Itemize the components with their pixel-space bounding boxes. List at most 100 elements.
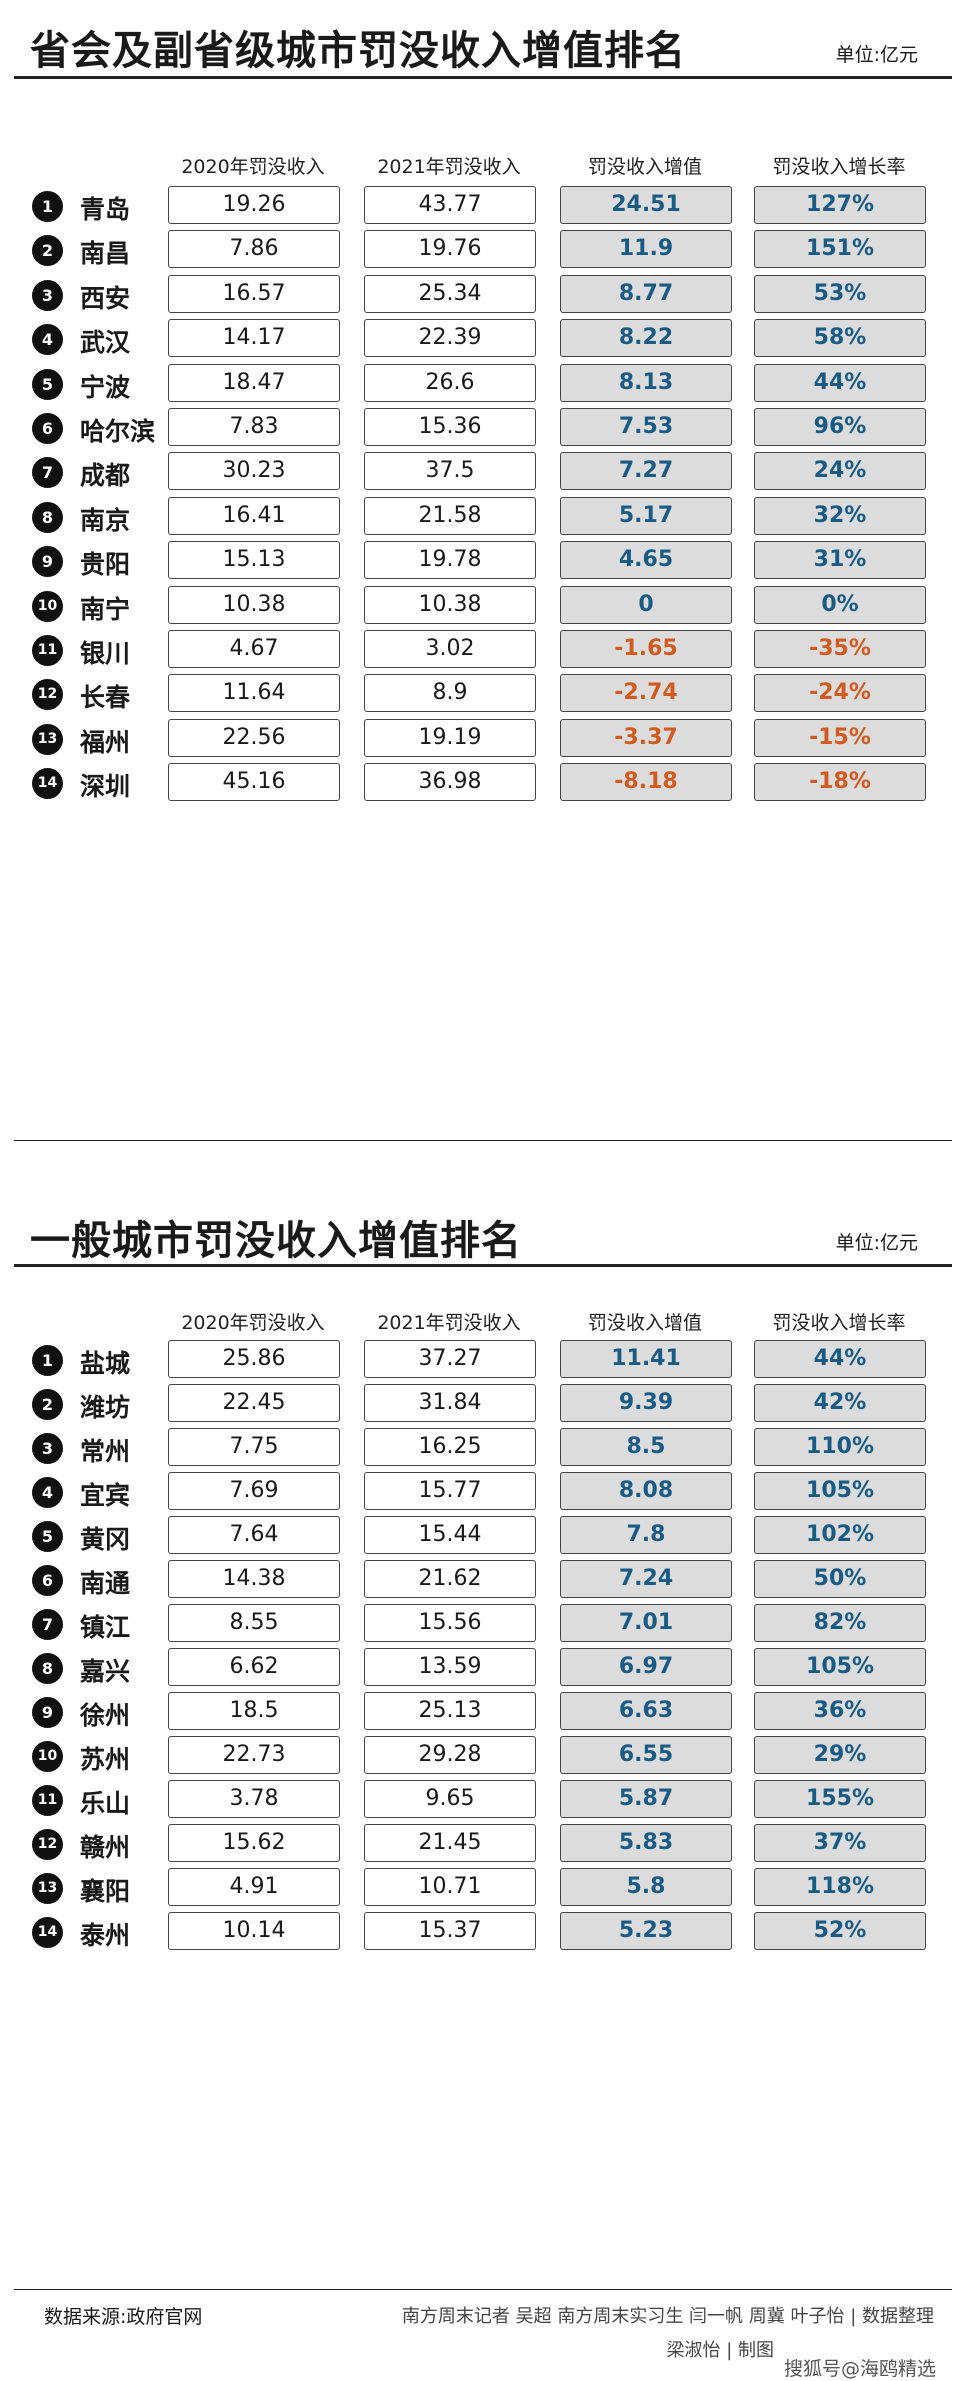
- value-2020: 18.47: [168, 363, 340, 402]
- city-name: 常州: [80, 1437, 131, 1466]
- value-2020: 4.67: [168, 630, 340, 668]
- value-increase: 6.97: [560, 1648, 732, 1686]
- value-increase: 6.63: [560, 1692, 732, 1730]
- col-header-increase: 罚没收入增值: [587, 1312, 702, 1334]
- value-2021: 15.44: [364, 1516, 536, 1554]
- value-increase: 7.24: [560, 1560, 732, 1598]
- value-rate: -15%: [754, 718, 926, 757]
- value-2020: 19.26: [168, 186, 340, 224]
- value-2021: 10.38: [364, 585, 536, 624]
- rank-badge: 9: [32, 546, 63, 578]
- value-2020: 30.23: [168, 452, 340, 491]
- value-rate: -18%: [754, 763, 926, 802]
- rank-badge: 14: [32, 768, 63, 800]
- rank-badge: 3: [32, 279, 63, 311]
- value-increase: 8.13: [560, 363, 732, 402]
- rank-badge: 12: [32, 679, 63, 711]
- watermark: 搜狐号@海鸥精选: [783, 2358, 936, 2380]
- rank-badge: 4: [32, 324, 63, 356]
- city-name: 南昌: [80, 239, 131, 269]
- value-increase: -2.74: [560, 674, 732, 713]
- value-2021: 22.39: [364, 319, 536, 358]
- value-rate: 82%: [754, 1604, 926, 1642]
- table-row: 3 西安 16.57 25.34 8.77 53%: [0, 273, 960, 317]
- rank-badge: 5: [32, 1521, 63, 1552]
- city-name: 南京: [80, 505, 131, 535]
- value-rate: 50%: [754, 1560, 926, 1598]
- value-2020: 45.16: [168, 763, 340, 802]
- value-increase: 8.77: [560, 274, 732, 313]
- table-row: 8 南京 16.41 21.58 5.17 32%: [0, 495, 960, 539]
- value-2020: 22.73: [168, 1736, 340, 1774]
- city-name: 襄阳: [80, 1877, 131, 1906]
- value-increase: 5.87: [560, 1780, 732, 1818]
- value-increase: 6.55: [560, 1736, 732, 1774]
- value-increase: 24.51: [560, 186, 732, 224]
- section-title: 一般城市罚没收入增值排名: [30, 1218, 522, 1264]
- city-name: 武汉: [80, 328, 131, 358]
- value-increase: 4.65: [560, 541, 732, 580]
- value-rate: 44%: [754, 363, 926, 402]
- rank-badge: 1: [32, 1345, 63, 1376]
- value-rate: 105%: [754, 1472, 926, 1510]
- city-name: 潍坊: [80, 1393, 131, 1422]
- value-increase: -1.65: [560, 630, 732, 668]
- value-increase: 5.23: [560, 1912, 732, 1950]
- value-2020: 25.86: [168, 1340, 340, 1378]
- table-row: 11 乐山 3.78 9.65 5.87 155%: [0, 1778, 960, 1822]
- value-increase: 9.39: [560, 1384, 732, 1422]
- value-rate: 151%: [754, 230, 926, 269]
- value-2021: 19.19: [364, 718, 536, 757]
- value-2021: 3.02: [364, 630, 536, 668]
- city-name: 镇江: [80, 1613, 131, 1642]
- value-rate: -24%: [754, 674, 926, 713]
- rank-badge: 5: [32, 368, 63, 400]
- col-header-rate: 罚没收入增长率: [772, 156, 906, 178]
- value-2020: 4.91: [168, 1868, 340, 1906]
- title-rule: [14, 76, 952, 79]
- value-increase: 7.01: [560, 1604, 732, 1642]
- value-increase: 7.8: [560, 1516, 732, 1554]
- value-2021: 19.78: [364, 541, 536, 580]
- value-2020: 3.78: [168, 1780, 340, 1818]
- value-2021: 10.71: [364, 1868, 536, 1906]
- city-name: 成都: [80, 461, 131, 491]
- unit-label: 单位:亿元: [835, 44, 918, 66]
- table-row: 14 深圳 45.16 36.98 -8.18 -18%: [0, 761, 960, 805]
- value-increase: 11.41: [560, 1340, 732, 1378]
- unit-label: 单位:亿元: [835, 1232, 918, 1254]
- value-2020: 15.62: [168, 1824, 340, 1862]
- value-rate: 53%: [754, 274, 926, 313]
- city-name: 嘉兴: [80, 1657, 131, 1686]
- value-increase: -8.18: [560, 763, 732, 802]
- rank-badge: 7: [32, 457, 63, 489]
- value-2020: 14.38: [168, 1560, 340, 1598]
- value-rate: 24%: [754, 452, 926, 491]
- city-name: 贵阳: [80, 550, 131, 580]
- value-2020: 7.64: [168, 1516, 340, 1554]
- city-name: 黄冈: [80, 1525, 131, 1554]
- value-2021: 15.37: [364, 1912, 536, 1950]
- rank-badge: 13: [32, 723, 63, 755]
- city-name: 西安: [80, 283, 131, 313]
- rank-badge: 1: [32, 191, 63, 222]
- value-2020: 15.13: [168, 541, 340, 580]
- value-2021: 37.27: [364, 1340, 536, 1378]
- value-rate: 102%: [754, 1516, 926, 1554]
- table-row: 11 银川 4.67 3.02 -1.65 -35%: [0, 628, 960, 672]
- credits-designer: 梁淑怡 | 制图: [666, 2340, 774, 2361]
- value-increase: -3.37: [560, 718, 732, 757]
- value-rate: 96%: [754, 408, 926, 446]
- value-rate: 105%: [754, 1648, 926, 1686]
- rank-badge: 13: [32, 1873, 63, 1904]
- rank-badge: 8: [32, 1653, 63, 1684]
- value-2021: 36.98: [364, 763, 536, 802]
- value-2021: 21.62: [364, 1560, 536, 1598]
- value-increase: 5.83: [560, 1824, 732, 1862]
- rank-badge: 8: [32, 501, 63, 533]
- value-2020: 10.14: [168, 1912, 340, 1950]
- rank-badge: 7: [32, 1609, 63, 1640]
- rank-badge: 6: [32, 413, 63, 444]
- col-header-2020: 2020年罚没收入: [181, 1312, 325, 1334]
- title-rule: [14, 1264, 952, 1267]
